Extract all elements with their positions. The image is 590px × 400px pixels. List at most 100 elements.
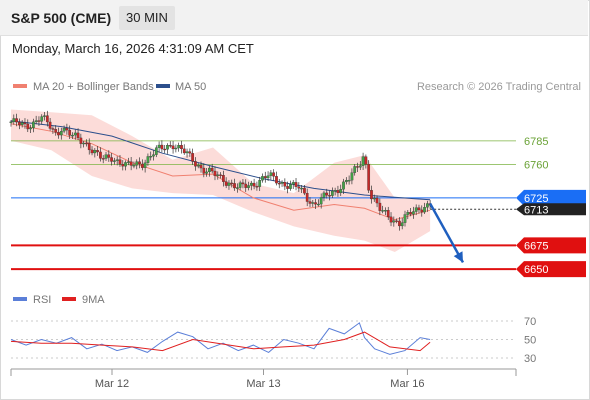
candle-body <box>185 151 189 154</box>
candle-body <box>96 150 99 153</box>
legend-label-ma20: MA 20 + Bollinger Bands <box>33 81 154 93</box>
level-tag-6650 <box>516 261 586 278</box>
candle-body <box>73 132 77 136</box>
candle-body <box>230 182 234 185</box>
candle-body <box>85 142 88 145</box>
candle-body <box>261 176 264 181</box>
candle-body <box>71 134 74 137</box>
level-label-6650: 6650 <box>524 264 548 276</box>
ma50-line <box>10 120 431 201</box>
candle-body <box>258 180 262 187</box>
rsi-line <box>10 322 431 355</box>
candle-body <box>34 120 38 123</box>
candle-body <box>247 185 250 188</box>
candle-body <box>208 167 211 173</box>
candle-body <box>378 202 382 211</box>
candle-body <box>90 149 94 154</box>
candle-body <box>140 163 144 168</box>
candle-body <box>269 172 273 176</box>
legend-swatch-9ma <box>62 297 76 301</box>
candle-body <box>174 147 178 150</box>
candle-body <box>356 166 359 168</box>
candle-body <box>107 154 111 158</box>
candle-body <box>26 123 30 130</box>
candle-body <box>297 186 301 189</box>
candle-body <box>305 192 309 202</box>
candle-body <box>157 144 161 148</box>
candle-body <box>370 190 373 200</box>
time-tick-label-0: Mar 12 <box>95 378 129 390</box>
candle-body <box>308 201 312 204</box>
candle-body <box>12 118 16 123</box>
candle-body <box>325 192 329 196</box>
price-panel: 6785 6760 6725 6675 6650 6713 <box>9 109 586 278</box>
candle-body <box>344 180 348 183</box>
candle-body <box>45 115 49 123</box>
header-bar: S&P 500 (CME) 30 MIN <box>0 0 588 36</box>
candle-body <box>358 165 362 168</box>
candle-body <box>40 116 44 122</box>
candle-body <box>367 164 371 191</box>
candle-body <box>319 197 323 205</box>
candle-body <box>330 190 334 196</box>
candle-body <box>121 164 125 167</box>
interval-button[interactable]: 30 MIN <box>119 6 175 30</box>
candle-body <box>37 120 41 122</box>
candle-body <box>171 145 175 150</box>
candle-body <box>235 187 239 189</box>
candle-body <box>219 174 222 176</box>
candle-body <box>188 151 192 154</box>
candle-body <box>406 212 410 215</box>
chart-title: S&P 500 (CME) <box>11 10 112 26</box>
candle-body <box>23 122 27 125</box>
candle-body <box>132 164 136 167</box>
candle-body <box>110 157 113 162</box>
time-axis: Mar 12 Mar 13 Mar 16 <box>10 368 517 390</box>
candle-body <box>347 179 351 182</box>
candle-body <box>149 155 153 158</box>
level-label-6760: 6760 <box>524 160 548 172</box>
candle-body <box>317 203 320 206</box>
candle-body <box>104 154 108 159</box>
candle-body <box>328 195 331 197</box>
candle-body <box>20 122 24 126</box>
forecast-arrow <box>429 202 465 264</box>
candle-body <box>375 197 379 204</box>
candle-body <box>146 156 150 163</box>
candle-body <box>199 165 203 169</box>
candle-body <box>238 182 242 188</box>
candle-body <box>143 162 147 168</box>
level-label-6675: 6675 <box>524 240 548 252</box>
candle-body <box>294 182 298 187</box>
candle-body <box>300 187 303 190</box>
candle-body <box>194 161 197 167</box>
last-price-tag <box>516 203 586 216</box>
candle-body <box>15 118 18 123</box>
copyright-label: Research © 2026 Trading Central <box>417 81 581 93</box>
candle-body <box>202 167 206 174</box>
candle-body <box>99 151 102 159</box>
candle-body <box>252 182 256 187</box>
candle-body <box>138 161 141 165</box>
candle-body <box>191 153 194 162</box>
candle-body <box>361 156 365 166</box>
candle-body <box>82 142 86 145</box>
candle-body <box>48 121 52 129</box>
candle-body <box>43 115 46 117</box>
candle-body <box>409 212 412 215</box>
candle-body <box>154 147 158 155</box>
rsi-tick-70: 70 <box>524 316 536 328</box>
candle-body <box>101 158 105 160</box>
candle-body <box>18 121 21 126</box>
candle-body <box>350 172 354 181</box>
candle-body <box>210 167 214 172</box>
legend-label-rsi: RSI <box>33 294 51 306</box>
candle-body <box>384 210 387 212</box>
candle-body <box>129 161 133 166</box>
candle-body <box>412 211 415 215</box>
legend-swatch-ma50 <box>156 84 170 88</box>
rsi-9ma-line <box>10 331 431 352</box>
candle-body <box>311 202 315 204</box>
candle-body <box>160 144 164 150</box>
rsi-panel: 70 50 30 <box>10 316 536 365</box>
